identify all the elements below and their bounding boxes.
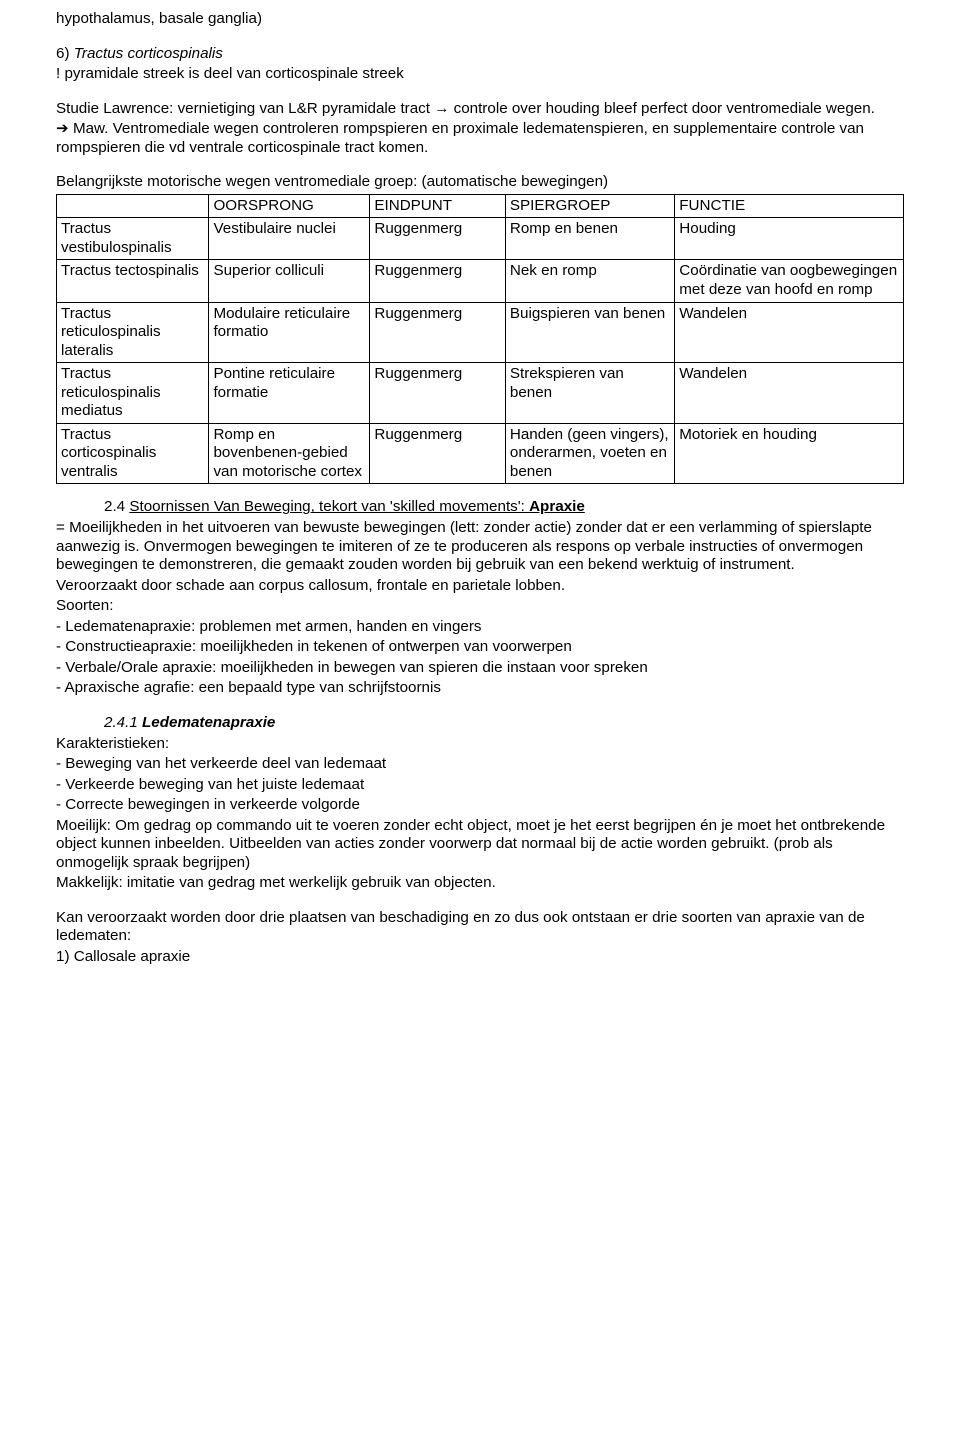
bullet-line: - Apraxische agrafie: een bepaald type v… [56, 679, 904, 698]
table-cell: Wandelen [675, 363, 904, 424]
text-paragraph: Kan veroorzaakt worden door drie plaatse… [56, 909, 904, 946]
table-cell: Pontine reticulaire formatie [209, 363, 370, 424]
text-paragraph: Moeilijk: Om gedrag op commando uit te v… [56, 817, 904, 873]
table-cell: Strekspieren van benen [505, 363, 674, 424]
table-cell: Superior colliculi [209, 260, 370, 302]
tractus-name: Tractus corticospinalis [74, 45, 223, 62]
table-cell: Nek en romp [505, 260, 674, 302]
table-cell: Tractus reticulospinalis mediatus [57, 363, 209, 424]
bullet-line: - Correcte bewegingen in verkeerde volgo… [56, 796, 904, 815]
table-header: SPIERGROEP [505, 194, 674, 218]
table-header [57, 194, 209, 218]
table-cell: Tractus tectospinalis [57, 260, 209, 302]
table-row: Tractus tectospinalis Superior colliculi… [57, 260, 904, 302]
table-header: FUNCTIE [675, 194, 904, 218]
text-paragraph: Studie Lawrence: vernietiging van L&R py… [56, 100, 904, 119]
table-header: EINDPUNT [370, 194, 506, 218]
table-cell: Vestibulaire nuclei [209, 218, 370, 260]
table-cell: Ruggenmerg [370, 302, 506, 363]
table-row: Tractus reticulospinalis lateralis Modul… [57, 302, 904, 363]
text-line: hypothalamus, basale ganglia) [56, 10, 904, 29]
text-paragraph: = Moeilijkheden in het uitvoeren van bew… [56, 519, 904, 575]
bullet-line: - Ledematenapraxie: problemen met armen,… [56, 618, 904, 637]
table-cell: Buigspieren van benen [505, 302, 674, 363]
table-cell: Handen (geen vingers), onderarmen, voete… [505, 423, 674, 484]
subsection-heading: 2.4.1 Ledematenapraxie [56, 714, 904, 733]
heading-number: 2.4.1 [104, 714, 142, 731]
table-caption: Belangrijkste motorische wegen ventromed… [56, 173, 904, 192]
bullet-line: - Constructieapraxie: moeilijkheden in t… [56, 638, 904, 657]
table-row: Tractus vestibulospinalis Vestibulaire n… [57, 218, 904, 260]
table-cell: Coördinatie van oogbewegingen met deze v… [675, 260, 904, 302]
table-header: OORSPRONG [209, 194, 370, 218]
bullet-line: - Beweging van het verkeerde deel van le… [56, 755, 904, 774]
table-cell: Ruggenmerg [370, 363, 506, 424]
table-cell: Modulaire reticulaire formatio [209, 302, 370, 363]
text-line: 6) Tractus corticospinalis [56, 45, 904, 64]
table-cell: Ruggenmerg [370, 260, 506, 302]
table-cell: Wandelen [675, 302, 904, 363]
text-line: ! pyramidale streek is deel van corticos… [56, 65, 904, 84]
heading-text: Ledematenapraxie [142, 714, 275, 731]
bullet-line: - Verkeerde beweging van het juiste lede… [56, 776, 904, 795]
heading-text: Stoornissen Van Beweging, tekort van 'sk… [129, 498, 529, 515]
table-row: Tractus corticospinalis ventralis Romp e… [57, 423, 904, 484]
text-paragraph: Veroorzaakt door schade aan corpus callo… [56, 577, 904, 596]
text-paragraph: Makkelijk: imitatie van gedrag met werke… [56, 874, 904, 893]
document-page: hypothalamus, basale ganglia) 6) Tractus… [0, 0, 960, 1009]
bullet-line: - Verbale/Orale apraxie: moeilijkheden i… [56, 659, 904, 678]
table-cell: Romp en bovenbenen-gebied van motorische… [209, 423, 370, 484]
table-cell: Ruggenmerg [370, 423, 506, 484]
table-cell: Houding [675, 218, 904, 260]
heading-bold: Apraxie [529, 498, 585, 515]
table-cell: Romp en benen [505, 218, 674, 260]
section-heading: 2.4 Stoornissen Van Beweging, tekort van… [56, 498, 904, 517]
text-paragraph: ➔ Maw. Ventromediale wegen controleren r… [56, 120, 904, 157]
motor-pathways-table: OORSPRONG EINDPUNT SPIERGROEP FUNCTIE Tr… [56, 194, 904, 485]
list-number: 6) [56, 45, 70, 62]
table-header-row: OORSPRONG EINDPUNT SPIERGROEP FUNCTIE [57, 194, 904, 218]
table-row: Tractus reticulospinalis mediatus Pontin… [57, 363, 904, 424]
table-cell: Tractus corticospinalis ventralis [57, 423, 209, 484]
table-cell: Motoriek en houding [675, 423, 904, 484]
heading-number: 2.4 [104, 498, 129, 515]
table-cell: Tractus reticulospinalis lateralis [57, 302, 209, 363]
table-cell: Tractus vestibulospinalis [57, 218, 209, 260]
text-line: Soorten: [56, 597, 904, 616]
text-line: Karakteristieken: [56, 735, 904, 754]
text-line: 1) Callosale apraxie [56, 948, 904, 967]
table-cell: Ruggenmerg [370, 218, 506, 260]
